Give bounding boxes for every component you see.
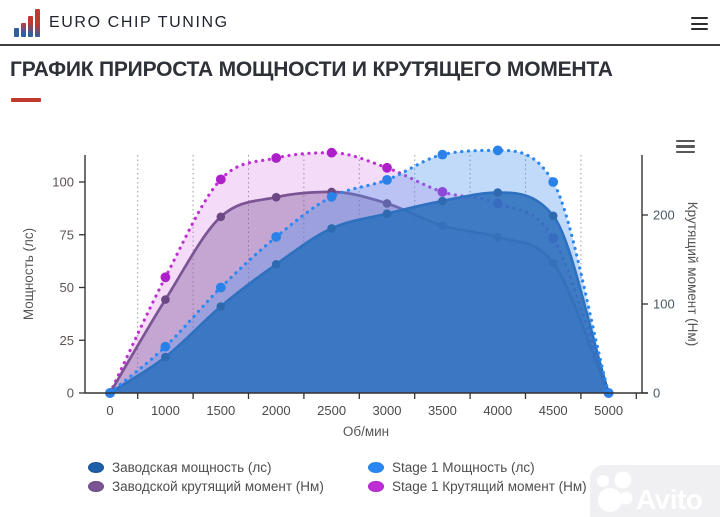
chart-context-menu-icon[interactable]: [676, 140, 695, 153]
series-1-point[interactable]: [437, 149, 448, 160]
series-1-point[interactable]: [160, 341, 171, 352]
series-1-line: [108, 148, 611, 395]
legend-swatch-icon: [368, 462, 384, 473]
x-tick-label: 1500: [206, 403, 235, 418]
left-y-tick-label: 0: [67, 386, 74, 401]
series-0-point[interactable]: [493, 188, 503, 197]
series-3-point[interactable]: [215, 174, 226, 185]
legend-swatch-icon: [88, 462, 104, 473]
series-3-point[interactable]: [271, 153, 282, 163]
site-header: EURO CHIP TUNING: [0, 0, 720, 46]
left-y-tick-label: 75: [60, 227, 74, 242]
legend-item-series-1[interactable]: Stage 1 Мощность (лс): [368, 460, 587, 475]
chart-legend: Заводская мощность (лс) Stage 1 Мощность …: [88, 460, 587, 494]
series-0-point[interactable]: [382, 209, 392, 218]
hamburger-menu-icon[interactable]: [691, 17, 708, 30]
legend-item-series-2[interactable]: Заводской крутящий момент (Нм): [88, 479, 368, 494]
x-tick-label: 5000: [594, 403, 623, 418]
power-torque-chart: 0 1000 1500 2000 2500 3000 3500 4000 4500 5000Об/…: [21, 145, 700, 439]
brand-name: EURO CHIP TUNING: [49, 14, 229, 31]
left-y-axis-title: Мощность (лс): [21, 228, 36, 320]
series-0-point[interactable]: [438, 196, 447, 206]
series-3-point[interactable]: [382, 162, 392, 173]
series-1-area: [110, 150, 609, 393]
series-1-point[interactable]: [548, 177, 559, 187]
legend-swatch-icon: [368, 481, 384, 492]
title-accent-bar: [11, 98, 41, 102]
avito-watermark-text: Avito: [636, 484, 703, 515]
series-2-point[interactable]: [271, 192, 281, 202]
legend-swatch-icon: [88, 481, 104, 492]
x-tick-label: 2000: [262, 403, 291, 418]
series-0-point[interactable]: [548, 211, 558, 221]
series-1-point[interactable]: [271, 232, 282, 242]
avito-logo-circles: [597, 471, 633, 512]
legend-label: Stage 1 Мощность (лс): [392, 460, 535, 475]
series-3-point[interactable]: [160, 272, 171, 283]
series-1-point[interactable]: [492, 145, 503, 156]
series-3-point[interactable]: [326, 147, 337, 158]
series-0-point[interactable]: [271, 260, 281, 269]
x-axis-title: Об/мин: [343, 424, 389, 439]
x-tick-label: 3000: [373, 403, 402, 418]
series-3-point[interactable]: [437, 187, 448, 197]
avito-watermark: Avito: [597, 471, 703, 515]
legend-label: Stage 1 Крутящий момент (Нм): [392, 479, 587, 494]
legend-item-series-3[interactable]: Stage 1 Крутящий момент (Нм): [368, 479, 587, 494]
legend-label: Заводской крутящий момент (Нм): [112, 479, 324, 494]
right-y-axis-title: Крутящий момент (Нм): [685, 202, 700, 346]
watermark-block: Avito: [590, 465, 720, 517]
series-0-point[interactable]: [216, 302, 226, 311]
series-0-point[interactable]: [327, 224, 336, 233]
legend-item-series-0[interactable]: Заводская мощность (лс): [88, 460, 368, 475]
series-3-line: [108, 151, 611, 395]
x-tick-label: 2500: [317, 403, 346, 418]
brand-logo[interactable]: EURO CHIP TUNING: [14, 9, 229, 37]
bar-chart-logo-icon: [14, 9, 40, 37]
legend-label: Заводская мощность (лс): [112, 460, 272, 475]
series-1-point[interactable]: [382, 175, 392, 185]
x-tick-label: 1000: [151, 403, 180, 418]
series-0-area: [110, 192, 609, 393]
right-y-tick-label: 200: [653, 208, 675, 223]
right-y-tick-label: 0: [653, 386, 660, 401]
series-1-point[interactable]: [326, 191, 337, 202]
series-2-point[interactable]: [216, 212, 226, 222]
axes: [79, 155, 648, 399]
x-tick-label: 4000: [483, 403, 512, 418]
series-0-point[interactable]: [161, 352, 170, 362]
page-title: ГРАФИК ПРИРОСТА МОЩНОСТИ И КРУТЯЩЕГО МОМ…: [10, 58, 613, 81]
x-tick-label: 0: [106, 403, 113, 418]
x-tick-label: 3500: [428, 403, 457, 418]
right-y-tick-label: 100: [653, 297, 675, 312]
series-2-point[interactable]: [161, 295, 170, 304]
series-1-point[interactable]: [215, 282, 226, 293]
left-y-tick-label: 25: [60, 333, 74, 348]
x-tick-label: 4500: [539, 403, 568, 418]
left-y-tick-label: 50: [60, 280, 74, 295]
series-2-point[interactable]: [382, 199, 392, 208]
left-y-tick-label: 100: [52, 175, 74, 190]
